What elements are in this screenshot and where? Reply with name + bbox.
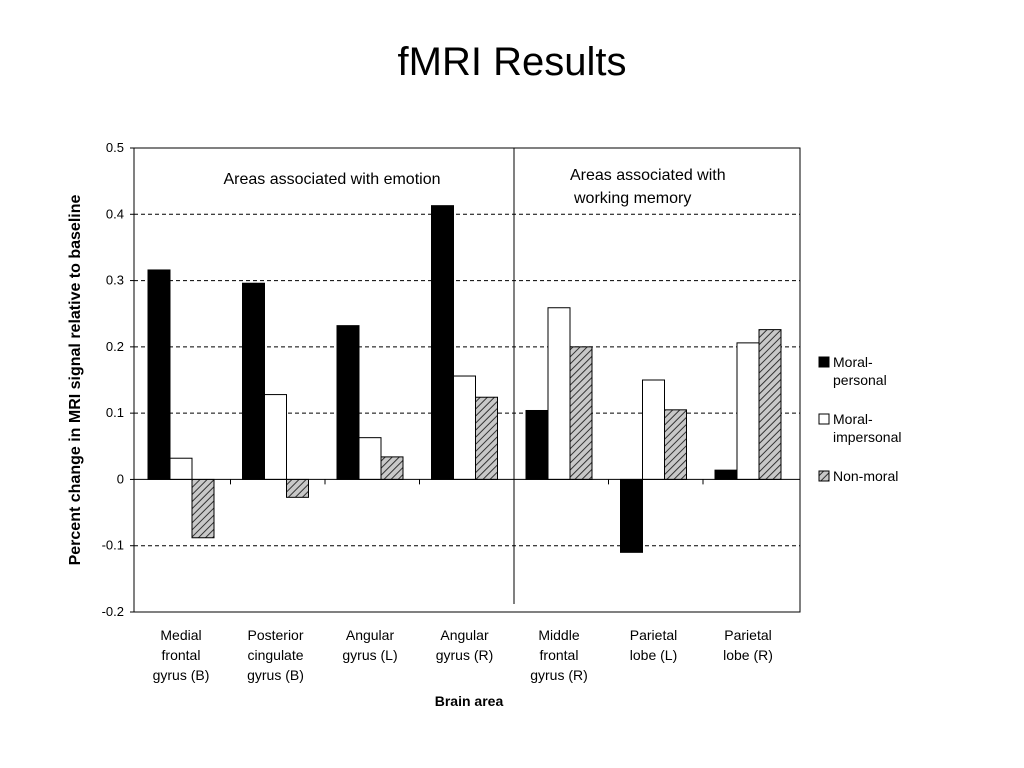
bar: [264, 394, 287, 480]
bar: [286, 478, 309, 498]
y-tick-label: 0.2: [106, 339, 124, 354]
bar: [736, 342, 760, 480]
legend-label: Moral-: [833, 411, 873, 427]
y-tick-label: 0.4: [106, 206, 124, 221]
x-axis-title: Brain area: [435, 693, 504, 709]
bar: [358, 437, 382, 480]
y-tick-label: -0.1: [102, 538, 124, 553]
legend-swatch: [818, 413, 830, 425]
bar: [758, 329, 782, 480]
y-tick-label: -0.2: [102, 604, 124, 619]
y-tick-label: 0.3: [106, 273, 124, 288]
legend-label: Non-moral: [833, 468, 898, 484]
plot-frame: [133, 147, 801, 613]
bar: [453, 375, 476, 480]
category-label: Middle: [538, 627, 579, 643]
bar: [169, 457, 193, 480]
legend-label: personal: [833, 372, 887, 388]
bar: [642, 379, 665, 480]
bar: [714, 469, 738, 480]
category-label: Parietal: [724, 627, 771, 643]
category-label: frontal: [162, 647, 201, 663]
bar: [525, 409, 549, 480]
category-label: cingulate: [247, 647, 303, 663]
y-tick-label: 0: [117, 471, 124, 486]
bar: [620, 478, 643, 553]
category-label: Angular: [440, 627, 489, 643]
axes: [130, 147, 801, 613]
bar: [147, 269, 171, 480]
bar: [242, 282, 265, 480]
legend-swatch: [818, 356, 830, 368]
region-label: Areas associated with emotion: [224, 171, 441, 188]
y-tick-label: 0.5: [106, 140, 124, 155]
y-tick-label: 0.1: [106, 405, 124, 420]
region-label: working memory: [573, 190, 691, 207]
category-label: Angular: [346, 627, 395, 643]
bar: [336, 325, 360, 480]
category-label: gyrus (B): [247, 667, 304, 683]
category-label: gyrus (L): [342, 647, 397, 663]
region-label: Areas associated with: [570, 167, 726, 184]
category-label: lobe (L): [630, 647, 677, 663]
bar: [547, 307, 571, 480]
bar: [569, 346, 593, 480]
legend-swatch: [818, 470, 830, 482]
bar: [475, 396, 498, 480]
labels: 0.5 0.4 0.3 0.2 0.1 0 -0.1 -0.2 Medial frontal gyr…: [67, 140, 773, 709]
category-label: gyrus (R): [436, 647, 494, 663]
y-axis-title: Percent change in MRI signal relative to…: [67, 195, 84, 566]
bar: [664, 409, 687, 480]
legend-label: Moral-: [833, 354, 873, 370]
bar: [431, 205, 454, 480]
category-label: gyrus (B): [153, 667, 210, 683]
slide-title: fMRI Results: [397, 40, 627, 84]
category-label: gyrus (R): [530, 667, 588, 683]
legend-label: impersonal: [833, 429, 901, 445]
bars: [147, 205, 782, 553]
legend: Moral-personal Moral-impersonal Non-moral: [818, 354, 901, 484]
category-label: lobe (R): [723, 647, 773, 663]
category-label: frontal: [540, 647, 579, 663]
category-label: Posterior: [247, 627, 303, 643]
category-label: Parietal: [630, 627, 677, 643]
bar: [380, 456, 404, 480]
bar: [191, 478, 215, 539]
category-label: Medial: [160, 627, 201, 643]
